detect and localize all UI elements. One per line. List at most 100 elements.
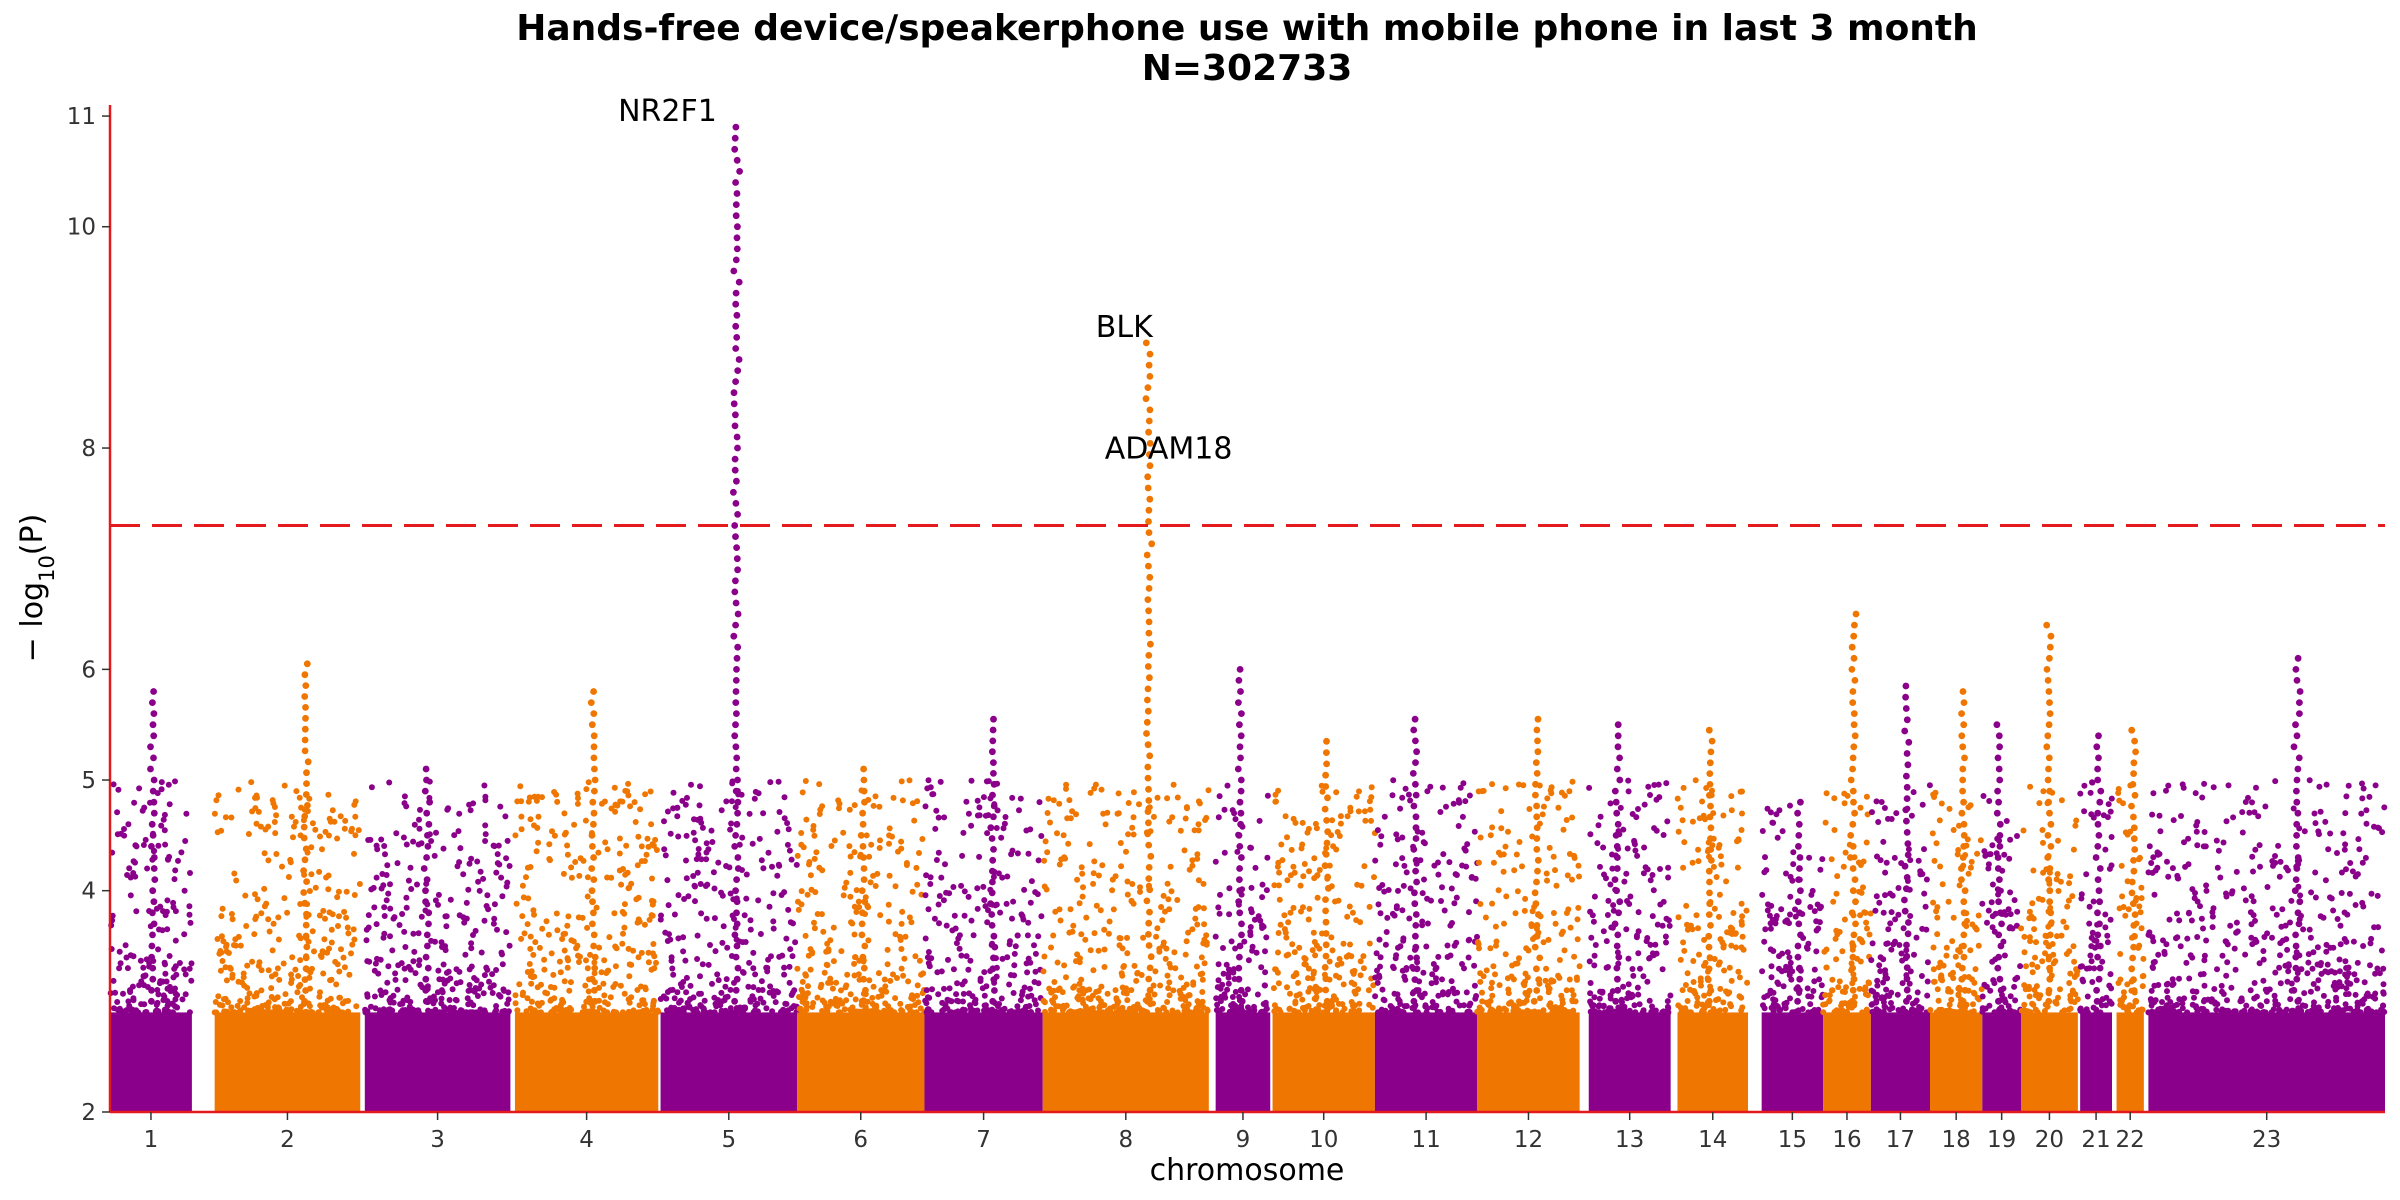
data-point [2066, 980, 2073, 986]
data-point [258, 910, 265, 917]
data-point [645, 843, 652, 850]
data-point [297, 957, 304, 964]
data-point [993, 825, 1000, 831]
data-point [1696, 951, 1702, 958]
data-point [1051, 1007, 1058, 1014]
data-point [1820, 1009, 1827, 1016]
peak-point [730, 488, 737, 496]
peak-point [1533, 846, 1541, 853]
data-point [776, 953, 783, 960]
data-point [1874, 853, 1880, 860]
data-point [132, 873, 139, 880]
data-point [805, 952, 812, 959]
data-point [1070, 922, 1077, 929]
peak-point [2047, 632, 2055, 640]
data-point [803, 1006, 810, 1013]
data-point [1954, 851, 1961, 858]
peak-point [1903, 986, 1911, 994]
data-point [1215, 977, 1222, 984]
data-point [1984, 919, 1990, 926]
data-point [1561, 792, 1568, 799]
peak-point [2093, 743, 2101, 751]
data-point [1399, 855, 1406, 862]
peak-point [1322, 783, 1330, 790]
data-point [1522, 895, 1529, 902]
data-point [1431, 862, 1438, 869]
data-point [414, 881, 420, 888]
data-point [466, 982, 473, 988]
peak-point [1613, 887, 1620, 895]
data-point [1787, 911, 1793, 918]
data-point [160, 816, 167, 823]
peak-point [731, 134, 739, 142]
peak-point [1849, 964, 1856, 972]
data-point [1833, 890, 1840, 897]
data-point [1779, 828, 1786, 835]
data-point [1041, 883, 1048, 890]
data-point [1979, 993, 1986, 1000]
data-point [1262, 948, 1268, 955]
data-point [1516, 839, 1523, 845]
data-point [827, 979, 834, 986]
peak-point [1997, 986, 2005, 994]
data-point [1697, 978, 1704, 985]
data-point [1087, 789, 1094, 796]
peak-point [2045, 654, 2053, 662]
data-point [1786, 972, 1793, 979]
data-point [276, 1005, 283, 1012]
data-point [1779, 950, 1786, 957]
data-point [231, 870, 238, 877]
data-point [560, 999, 567, 1006]
data-point [1910, 789, 1917, 796]
data-point [1885, 926, 1892, 933]
data-point [878, 992, 885, 999]
data-point [697, 783, 703, 790]
data-point [1956, 882, 1963, 889]
data-point [766, 903, 773, 910]
data-point [392, 970, 399, 977]
data-point [574, 790, 581, 797]
data-point [1104, 809, 1111, 816]
data-point [1006, 1008, 1013, 1015]
peak-point [1794, 809, 1801, 817]
data-point [378, 836, 385, 843]
chromosome-6-band [797, 1012, 925, 1112]
data-point [1131, 962, 1138, 969]
data-point [1368, 817, 1374, 824]
data-point [329, 807, 336, 814]
data-point [271, 819, 278, 825]
data-point [546, 841, 553, 848]
data-point [351, 936, 358, 943]
data-point [582, 817, 589, 824]
data-point [1020, 916, 1027, 923]
peak-point [2046, 887, 2054, 895]
data-point [482, 822, 489, 829]
peak-point [2046, 809, 2053, 817]
data-point [249, 958, 256, 965]
data-point [616, 850, 623, 857]
data-point [2029, 900, 2036, 907]
data-point [1197, 1008, 1204, 1015]
peak-point [150, 898, 158, 906]
data-point [551, 984, 558, 991]
data-point [1588, 934, 1595, 941]
data-point [1105, 930, 1112, 937]
data-point [951, 912, 958, 919]
data-point [158, 822, 165, 829]
data-point [126, 1002, 133, 1009]
data-point [1843, 984, 1849, 991]
peak-point [1323, 749, 1330, 756]
peak-point [1614, 743, 1622, 751]
data-point [637, 806, 644, 813]
data-point [1336, 955, 1343, 962]
data-point [2099, 958, 2106, 965]
data-point [2070, 846, 2077, 853]
data-point [984, 919, 991, 926]
peak-point [733, 898, 741, 906]
data-point [1012, 1009, 1019, 1016]
data-point [962, 1007, 968, 1013]
peak-point [1410, 726, 1418, 734]
data-point [1981, 981, 1988, 988]
data-point [330, 1004, 337, 1011]
data-point [172, 778, 178, 785]
